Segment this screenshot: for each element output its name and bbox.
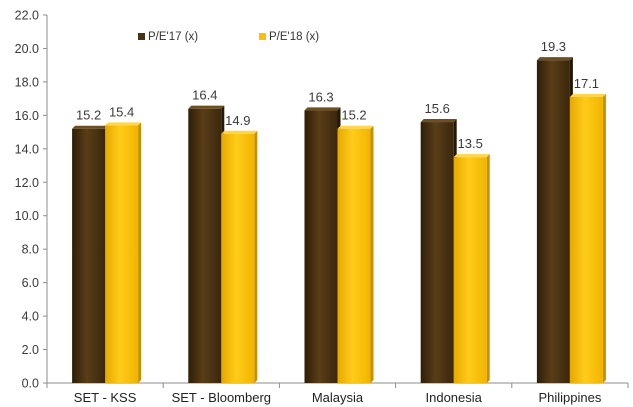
- bar-top: [337, 125, 374, 129]
- bar-top: [188, 105, 225, 109]
- legend-label: P/E'17 (x): [148, 31, 198, 43]
- legend-swatch: [259, 33, 266, 40]
- bar: [453, 154, 490, 383]
- y-tick-label: 0.0: [22, 377, 39, 391]
- bar-top: [304, 107, 341, 111]
- bar-face: [536, 60, 570, 383]
- bar-face: [304, 110, 338, 383]
- bar: [72, 125, 109, 383]
- bar-face: [337, 128, 371, 383]
- bar: [420, 119, 457, 384]
- legend-swatch: [138, 33, 145, 40]
- bar-face: [420, 122, 454, 384]
- legend-label: P/E'18 (x): [269, 31, 319, 43]
- bar-top: [420, 119, 457, 123]
- data-label: 16.4: [192, 88, 217, 103]
- bar-top: [536, 57, 573, 61]
- y-axis: 0.0 2.0 4.0 6.0 8.0 10.0 12.0 14.0 16.0 18.0 20.0 2…: [15, 9, 48, 391]
- bar: [536, 57, 573, 383]
- bar-top: [105, 122, 142, 126]
- y-tick-label: 8.0: [22, 243, 39, 257]
- bars: [72, 57, 606, 384]
- y-tick-label: 20.0: [15, 42, 39, 56]
- bar-face: [188, 108, 222, 383]
- y-tick-label: 16.0: [15, 109, 39, 123]
- data-label: 15.4: [109, 104, 134, 119]
- data-labels: 15.2 16.4 16.3 15.6 19.3 15.4 14.9 15.2 13.5 17.1: [76, 39, 599, 151]
- bar: [569, 93, 606, 384]
- bar: [188, 105, 225, 383]
- y-tick-label: 22.0: [15, 9, 39, 23]
- legend-item: P/E'17 (x): [138, 31, 198, 43]
- y-tick-label: 6.0: [22, 276, 39, 290]
- legend-item: P/E'18 (x): [259, 31, 319, 43]
- data-label: 19.3: [541, 39, 566, 54]
- x-axis: SET - KSS SET - Bloomberg Malaysia Indonesi…: [46, 382, 629, 405]
- bar-top: [72, 125, 109, 129]
- y-tick-label: 12.0: [15, 176, 39, 190]
- bar-top: [569, 93, 606, 97]
- bar-side: [370, 125, 374, 383]
- data-label: 14.9: [225, 113, 250, 128]
- bar-face: [221, 133, 255, 383]
- x-category-label: SET - KSS: [74, 390, 137, 405]
- x-category-label: Indonesia: [426, 390, 483, 405]
- bar-side: [486, 154, 490, 383]
- bar-face: [569, 96, 603, 384]
- y-tick-label: 4.0: [22, 310, 39, 324]
- bar-face: [72, 128, 106, 383]
- x-category-label: Malaysia: [312, 390, 364, 405]
- bar-top: [453, 154, 490, 158]
- data-label: 15.2: [341, 108, 366, 123]
- data-label: 15.6: [425, 101, 450, 116]
- y-tick-label: 2.0: [22, 343, 39, 357]
- bar-side: [602, 93, 606, 384]
- y-tick-label: 18.0: [15, 75, 39, 89]
- bar: [105, 122, 142, 384]
- x-category-label: Philippines: [538, 390, 601, 405]
- data-label: 13.5: [458, 136, 483, 151]
- legend: P/E'17 (x) P/E'18 (x): [138, 31, 319, 43]
- y-tick-label: 14.0: [15, 142, 39, 156]
- data-label: 15.2: [76, 108, 101, 123]
- bar-face: [453, 157, 487, 383]
- bar-side: [138, 122, 142, 384]
- bar-top: [221, 130, 258, 134]
- y-tick-label: 10.0: [15, 209, 39, 223]
- data-label: 17.1: [574, 76, 599, 91]
- bar-side: [254, 130, 258, 383]
- bar: [221, 130, 258, 383]
- x-category-label: SET - Bloomberg: [172, 390, 271, 405]
- bar-face: [105, 125, 139, 384]
- bar: [304, 107, 341, 383]
- data-label: 16.3: [308, 89, 333, 104]
- bar: [337, 125, 374, 383]
